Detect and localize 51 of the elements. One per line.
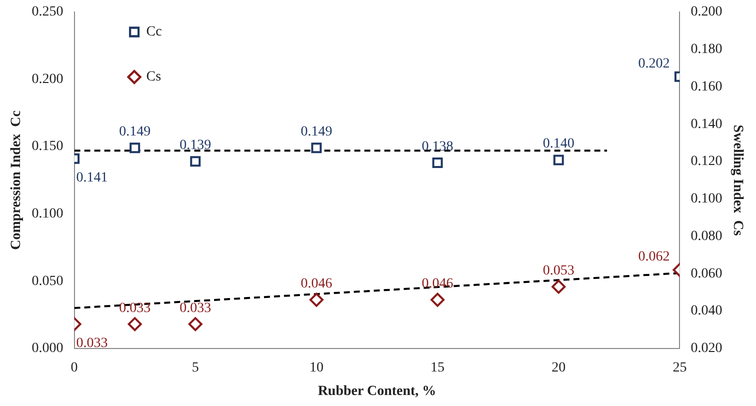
y2-tick-label: 0.040 <box>690 304 722 319</box>
legend-label: Cc <box>146 24 162 40</box>
point <box>552 280 566 294</box>
data-label: 0.033 <box>76 336 108 351</box>
legend-label: Cs <box>146 70 162 85</box>
data-label: 0.140 <box>542 136 574 152</box>
point <box>430 292 445 307</box>
x-axis-title: Rubber Content, % <box>318 384 436 400</box>
x-tick-label: 25 <box>672 360 687 376</box>
point <box>188 317 202 332</box>
data-label: 0.139 <box>180 138 212 154</box>
data-label: 0.202 <box>638 56 670 72</box>
data-label: 0.053 <box>542 263 574 278</box>
y-tick-label: 0.200 <box>32 72 64 87</box>
point <box>309 292 324 307</box>
point <box>553 154 564 166</box>
y2-tick-label: 0.180 <box>690 42 722 58</box>
y2-tick-label: 0.140 <box>690 116 722 132</box>
y2-tick-label: 0.120 <box>690 154 722 170</box>
y2-tick-label: 0.160 <box>690 79 722 94</box>
x-tick-label: 0 <box>70 360 78 376</box>
point <box>311 142 322 154</box>
y2-tick-label: 0.060 <box>690 266 722 282</box>
data-label: 0.033 <box>180 300 212 316</box>
x-tick-label: 15 <box>430 360 445 376</box>
y2-tick-label: 0.100 <box>690 192 722 207</box>
data-label: 0.046 <box>300 276 332 292</box>
y-tick-label: 0.050 <box>32 274 64 289</box>
x-tick-label: 10 <box>309 360 324 376</box>
y-axis-title: Compression Index Cc <box>9 110 24 250</box>
x-tick-label: 5 <box>192 360 199 376</box>
y2-axis-title: Swelling Index Cs <box>730 124 745 236</box>
data-label: 0.138 <box>422 139 454 154</box>
y-tick-label: 0.000 <box>32 341 64 356</box>
y-tick-label: 0.100 <box>32 206 64 222</box>
data-label: 0.149 <box>300 124 332 140</box>
data-label: 0.141 <box>76 170 108 186</box>
y-tick-label: 0.250 <box>32 4 64 20</box>
data-label: 0.062 <box>638 250 670 265</box>
y2-tick-label: 0.200 <box>690 4 722 20</box>
x-tick-label: 20 <box>552 360 566 376</box>
point <box>190 156 201 167</box>
y-tick-label: 0.150 <box>32 139 64 154</box>
data-label: 0.149 <box>119 124 151 140</box>
point <box>130 142 140 154</box>
point <box>128 317 142 332</box>
point <box>432 157 443 168</box>
data-label: 0.046 <box>422 276 454 292</box>
y2-tick-label: 0.020 <box>690 341 722 356</box>
data-label: 0.033 <box>119 300 151 316</box>
y2-tick-label: 0.080 <box>690 228 722 244</box>
